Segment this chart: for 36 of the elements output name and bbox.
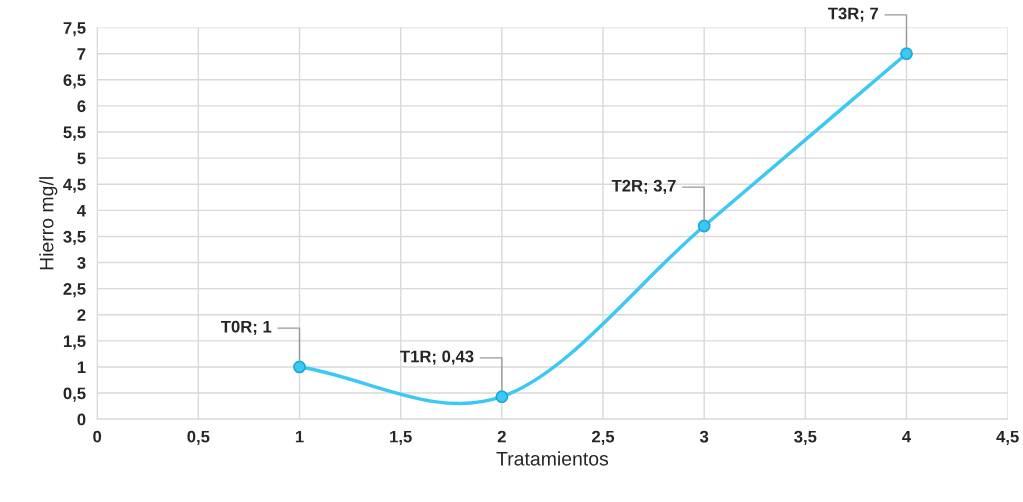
y-tick-label: 7 <box>77 48 86 60</box>
x-tick-label: 0,5 <box>187 430 210 445</box>
x-tick-label: 2,5 <box>592 430 615 445</box>
y-tick-label: 4 <box>77 204 86 217</box>
x-tick-label: 2 <box>497 430 506 443</box>
point <box>293 360 306 374</box>
y-tick-label: 3 <box>77 256 86 269</box>
y-tick-label: 1,5 <box>63 335 86 350</box>
x-tick-label: 3,5 <box>794 430 817 445</box>
y-tick-label: 6 <box>77 100 86 113</box>
y-tick-label: 1 <box>77 361 86 373</box>
point <box>900 47 913 61</box>
y-tick-label: 6,5 <box>63 74 86 89</box>
x-tick-label: 0 <box>93 430 102 443</box>
point <box>697 219 711 233</box>
annotation: T2R; 3,7 <box>611 179 676 194</box>
y-tick-label: 2 <box>77 309 86 321</box>
x-tick-label: 1,5 <box>390 430 412 445</box>
y-tick-label: 0,5 <box>63 387 86 402</box>
x-tick-label: 3 <box>699 430 709 443</box>
point <box>495 390 509 404</box>
y-tick-label: 7,5 <box>63 22 86 37</box>
y-tick-label: 5 <box>77 152 86 165</box>
x-tick-label: 4 <box>902 430 912 443</box>
y-tick-label: 3,5 <box>63 230 86 246</box>
y-tick-label: 2,5 <box>63 283 86 298</box>
x-tick-label: 1 <box>295 430 304 443</box>
y-tick-label: 5,5 <box>63 126 86 141</box>
annotation: T1R; 0,43 <box>400 350 474 365</box>
annotation: T3R; 7 <box>827 7 878 22</box>
y-axis-title: Hierro mg/l <box>39 177 58 270</box>
x-tick-label: 4,5 <box>996 430 1019 445</box>
annotation: T0R; 1 <box>220 320 272 335</box>
y-tick-label: 4,5 <box>63 178 86 193</box>
x-axis-title: Tratamientos <box>496 451 609 466</box>
y-tick-label: 0 <box>77 413 86 426</box>
